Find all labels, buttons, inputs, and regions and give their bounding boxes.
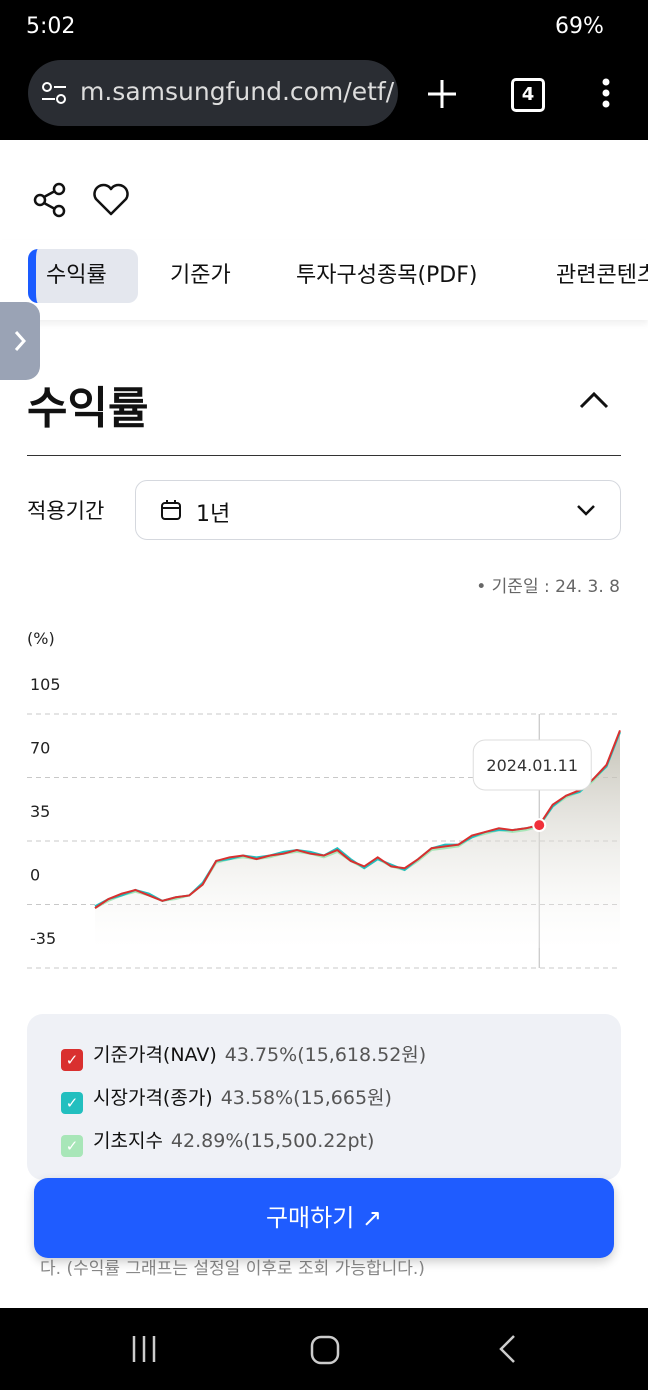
buy-button[interactable]: 구매하기 ↗ xyxy=(34,1178,614,1258)
dropdown-icon xyxy=(577,505,595,516)
legend: ✓ 기준가격(NAV) 43.75%(15,618.52원) ✓ 시장가격(종가) 43.… xyxy=(27,1014,621,1180)
tab-strip: 수익률 기준가 투자구성종목(PDF) 관련콘텐츠 xyxy=(0,240,648,320)
tab[interactable]: 기준가 xyxy=(170,263,231,288)
period-select[interactable]: 1년 xyxy=(135,480,621,540)
legend-name: 기초지수 xyxy=(93,1130,163,1152)
legend-value: 42.89%(15,500.22pt) xyxy=(170,1130,375,1152)
y-tick-label: 70 xyxy=(30,739,50,758)
new-tab-button[interactable] xyxy=(426,78,458,110)
tab[interactable]: 수익률 xyxy=(46,263,107,288)
legend-value: 43.75%(15,618.52원) xyxy=(224,1044,427,1066)
reference-date: • 기준일 : 24. 3. 8 xyxy=(476,577,620,597)
legend-name: 시장가격(종가) xyxy=(93,1087,213,1109)
tab[interactable]: 관련콘텐츠 xyxy=(556,263,648,288)
chart: (%) 105 70 35 0 -35 2024.01.11 xyxy=(27,629,621,969)
nav-bar xyxy=(0,1308,648,1390)
legend-checkbox: ✓ xyxy=(61,1049,83,1071)
y-tick-label: 35 xyxy=(30,802,50,821)
collapse-icon[interactable] xyxy=(578,388,610,412)
legend-item[interactable]: ✓ 시장가격(종가) 43.58%(15,665원) xyxy=(61,1083,392,1114)
nav-icons xyxy=(132,1335,515,1365)
legend-name: 기준가격(NAV) xyxy=(93,1044,217,1066)
area xyxy=(95,730,620,948)
side-toggle[interactable] xyxy=(0,302,40,380)
tooltip xyxy=(472,739,592,791)
divider xyxy=(27,455,621,456)
legend-item[interactable]: ✓ 기준가격(NAV) 43.75%(15,618.52원) xyxy=(61,1040,426,1071)
favorite-icon[interactable] xyxy=(92,183,130,217)
tab[interactable]: 투자구성종목(PDF) xyxy=(296,263,478,288)
period-label: 적용기간 xyxy=(27,499,105,523)
url-text: m.samsungfund.com/etf/ xyxy=(80,77,395,106)
share-icon[interactable] xyxy=(32,182,68,218)
legend-item[interactable]: ✓ 기초지수 42.89%(15,500.22pt) xyxy=(61,1126,374,1157)
site-icon xyxy=(42,82,66,104)
y-unit: (%) xyxy=(27,629,55,648)
legend-checkbox: ✓ xyxy=(61,1092,83,1114)
legend-value: 43.58%(15,665원) xyxy=(220,1087,392,1109)
tooltip-date: 2024.01.11 xyxy=(486,756,578,775)
y-tick-label: 105 xyxy=(30,675,61,694)
y-tick-label: -35 xyxy=(30,929,56,948)
y-tick-label: 0 xyxy=(30,866,40,885)
calendar-icon xyxy=(161,500,181,520)
url-bar[interactable]: m.samsungfund.com/etf/ xyxy=(28,60,398,126)
status-time: 5:02 xyxy=(26,14,76,39)
top-bar: 5:02 69% m.samsungfund.com/etf/ 4 xyxy=(0,0,648,140)
menu-button[interactable] xyxy=(598,78,614,110)
tab-count[interactable]: 4 xyxy=(511,78,545,112)
legend-checkbox: ✓ xyxy=(61,1135,83,1157)
highlight-point xyxy=(532,818,547,833)
period-value: 1년 xyxy=(196,502,231,527)
active-tab-bg xyxy=(28,249,138,303)
battery: 69% xyxy=(555,14,604,39)
section-title: 수익률 xyxy=(27,383,149,434)
